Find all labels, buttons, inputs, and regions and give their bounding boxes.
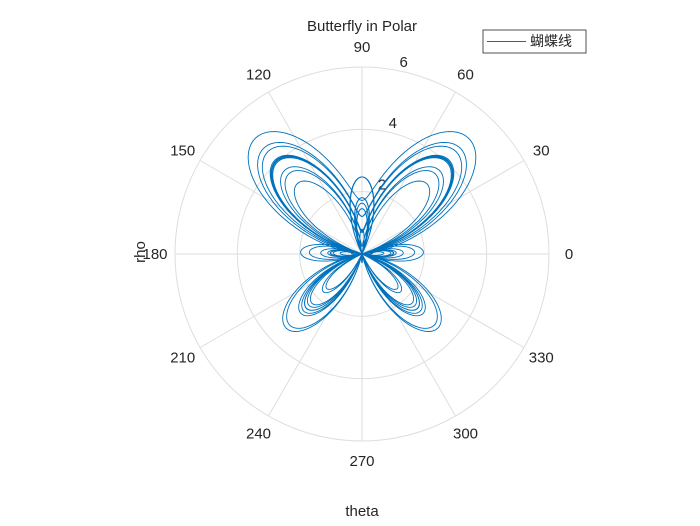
legend-entry-label: 蝴蝶线 [530,33,572,49]
theta-tick-0: 0 [565,246,573,263]
theta-tick-30: 30 [533,143,550,160]
theta-tick-330: 330 [529,350,554,367]
theta-gridline-60 [361,91,456,255]
y-axis-label: rho [132,241,149,263]
theta-tick-300: 300 [453,425,478,442]
legend-box [482,29,587,54]
legend[interactable]: 蝴蝶线 [482,29,587,54]
series-line-butterfly [247,131,477,332]
rho-gridline-6 [174,66,550,442]
rho-tick-4: 4 [389,115,397,132]
theta-tick-270: 270 [349,453,374,470]
theta-gridline-240 [268,253,363,417]
rho-gridline-4 [236,128,488,380]
rho-tick-6: 6 [399,54,407,71]
theta-gridline-300 [361,253,456,417]
theta-tick-150: 150 [170,143,195,160]
theta-tick-120: 120 [246,67,271,84]
theta-gridline-210 [199,253,363,348]
theta-tick-180: 180 [142,246,167,263]
theta-tick-210: 210 [170,350,195,367]
rho-gridline-2 [299,191,425,317]
theta-tick-90: 90 [354,39,371,56]
chart-title: Butterfly in Polar [307,18,417,35]
theta-gridline-330 [361,253,525,348]
plot-area [247,131,477,332]
theta-tick-240: 240 [246,425,271,442]
x-axis-label: theta [345,503,379,520]
theta-tick-60: 60 [457,67,474,84]
theta-gridline-120 [268,91,363,255]
